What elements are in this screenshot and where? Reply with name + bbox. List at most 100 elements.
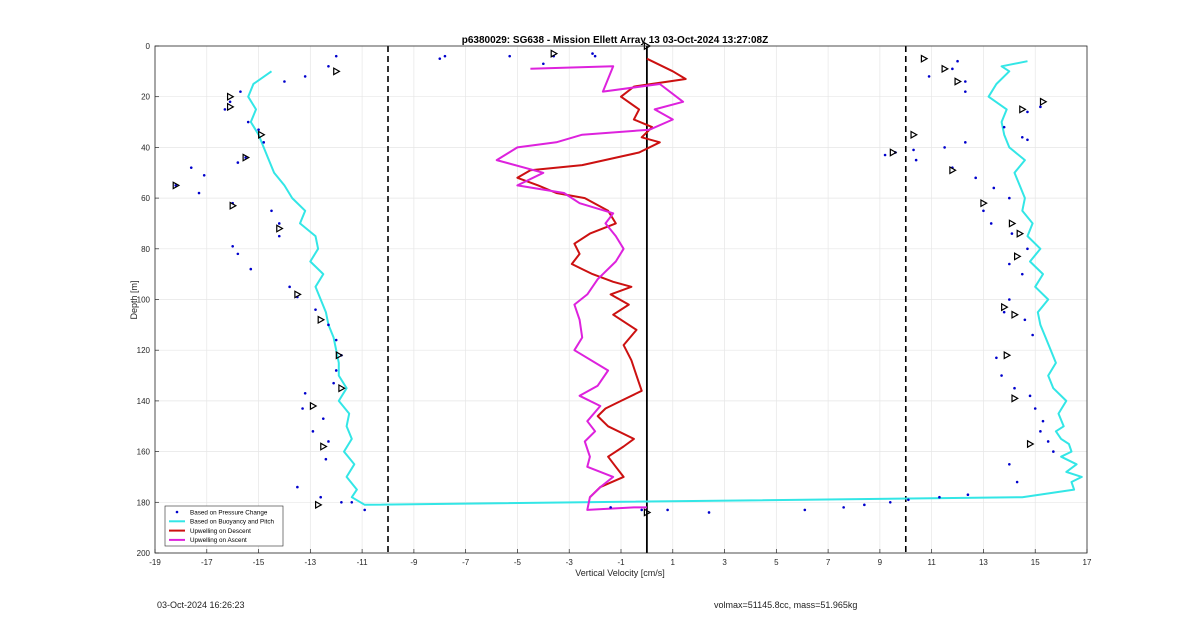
y-tick-label: 160 [137,448,151,457]
pressure-change-point [270,209,273,213]
triangle-marker [1003,351,1012,360]
pressure-change-point [1026,110,1029,114]
pressure-change-point [324,457,328,461]
legend-entry-label: Upwelling on Descent [190,528,251,535]
pressure-change-point [1010,232,1014,235]
markers-layer [172,41,1048,517]
triangle-marker [309,401,318,411]
pressure-change-point [640,508,644,512]
series-line-buoyancy-pitch [247,60,1083,506]
y-axis-label: Depth [m] [129,280,139,319]
x-tick-label: -3 [566,558,574,567]
triangle-marker [980,198,988,208]
pressure-change-point [842,506,845,509]
legend-swatch-dot [175,510,179,514]
pressure-change-point [311,430,315,433]
pressure-change-point [239,90,242,93]
pressure-change-point [1008,462,1011,466]
pressure-change-point [340,501,343,504]
pressure-change-point [189,166,193,169]
x-tick-labels: -19 -17 -15 -13 -11 -9 -7 -5 -3 -1 1 3 5 7 9 11 13 15 17 [149,549,1092,567]
pressure-change-point [443,54,447,58]
pressure-change-point [1023,318,1027,322]
legend-entry-label: Based on Pressure Change [190,509,268,516]
y-tick-label: 120 [137,346,151,355]
x-tick-label: 15 [1031,558,1040,567]
x-tick-label: 11 [928,558,937,567]
pressure-change-point [244,156,247,159]
x-tick-label: -13 [305,558,317,567]
pressure-change-point [246,120,250,124]
triangle-marker [1039,97,1048,106]
pressure-change-point [966,493,970,496]
pressure-change-point [914,158,918,162]
x-tick-label: -19 [149,558,161,567]
triangle-marker [242,153,251,162]
pressure-change-point [803,508,807,512]
pressure-change-point [327,64,330,68]
pressure-change-point [228,100,232,104]
pressure-change-point [593,54,597,58]
pressure-change-point [1028,394,1032,398]
pressure-change-point [1046,440,1050,443]
pressure-change-point [1008,298,1011,301]
triangle-marker [643,508,652,517]
y-tick-label: 200 [137,549,151,558]
pressure-change-point [223,108,227,111]
x-tick-label: 3 [722,558,727,567]
pressure-change-point [174,184,178,187]
pressure-change-point [1013,386,1016,390]
pressure-change-point [334,54,338,58]
y-tick-label: 20 [141,93,150,102]
pressure-change-point [202,173,206,177]
triangle-marker [1011,394,1019,403]
y-tick-label: 100 [137,296,151,305]
pressure-change-point [249,267,253,271]
pressure-change-point [508,54,511,58]
pressure-change-point [301,407,304,410]
pressure-change-point [542,62,545,66]
x-tick-label: 17 [1083,558,1092,567]
triangle-marker [1016,229,1025,238]
triangle-marker [226,92,235,101]
pressure-change-point [1002,125,1006,129]
triangle-marker [320,442,328,451]
pressure-change-point [314,308,317,311]
pressure-change-point [707,511,711,514]
chart-title: p6380029: SG638 - Mission Ellett Array 1… [462,35,768,46]
x-tick-label: 9 [878,558,883,567]
pressure-change-point [1026,138,1029,142]
pressure-change-point [1015,480,1019,484]
x-tick-label: 1 [671,558,676,567]
pressure-change-point [283,80,286,83]
pressure-change-point [1039,430,1042,433]
pressure-change-point [912,148,915,152]
pressure-change-point [888,501,892,504]
pressure-change-point [1041,419,1045,423]
pressure-change-point [1031,333,1034,337]
triangle-marker [910,130,918,139]
pressure-change-point [956,59,959,63]
triangle-marker [172,181,181,190]
triangle-marker [315,500,323,510]
pressure-change-point [303,75,307,78]
triangle-marker [1013,252,1022,261]
triangle-marker [889,148,898,157]
triangle-marker [550,49,559,58]
triangle-marker [317,315,326,325]
triangle-marker [1019,105,1027,114]
pressure-change-point [236,252,240,256]
pressure-change-point [334,338,338,342]
triangle-marker [1011,310,1019,319]
triangle-marker [1008,219,1017,228]
pressure-change-point [231,244,234,248]
x-axis-label: Vertical Velocity [cm/s] [575,568,665,578]
legend: Based on Pressure Change Based on Buoyanc… [164,505,284,547]
triangle-marker [949,165,957,175]
pressure-change-point [989,222,993,225]
pressure-change-point [288,285,291,289]
pressure-change-point [1020,272,1024,276]
pressure-change-point [943,146,946,149]
y-tick-label: 40 [141,143,150,152]
